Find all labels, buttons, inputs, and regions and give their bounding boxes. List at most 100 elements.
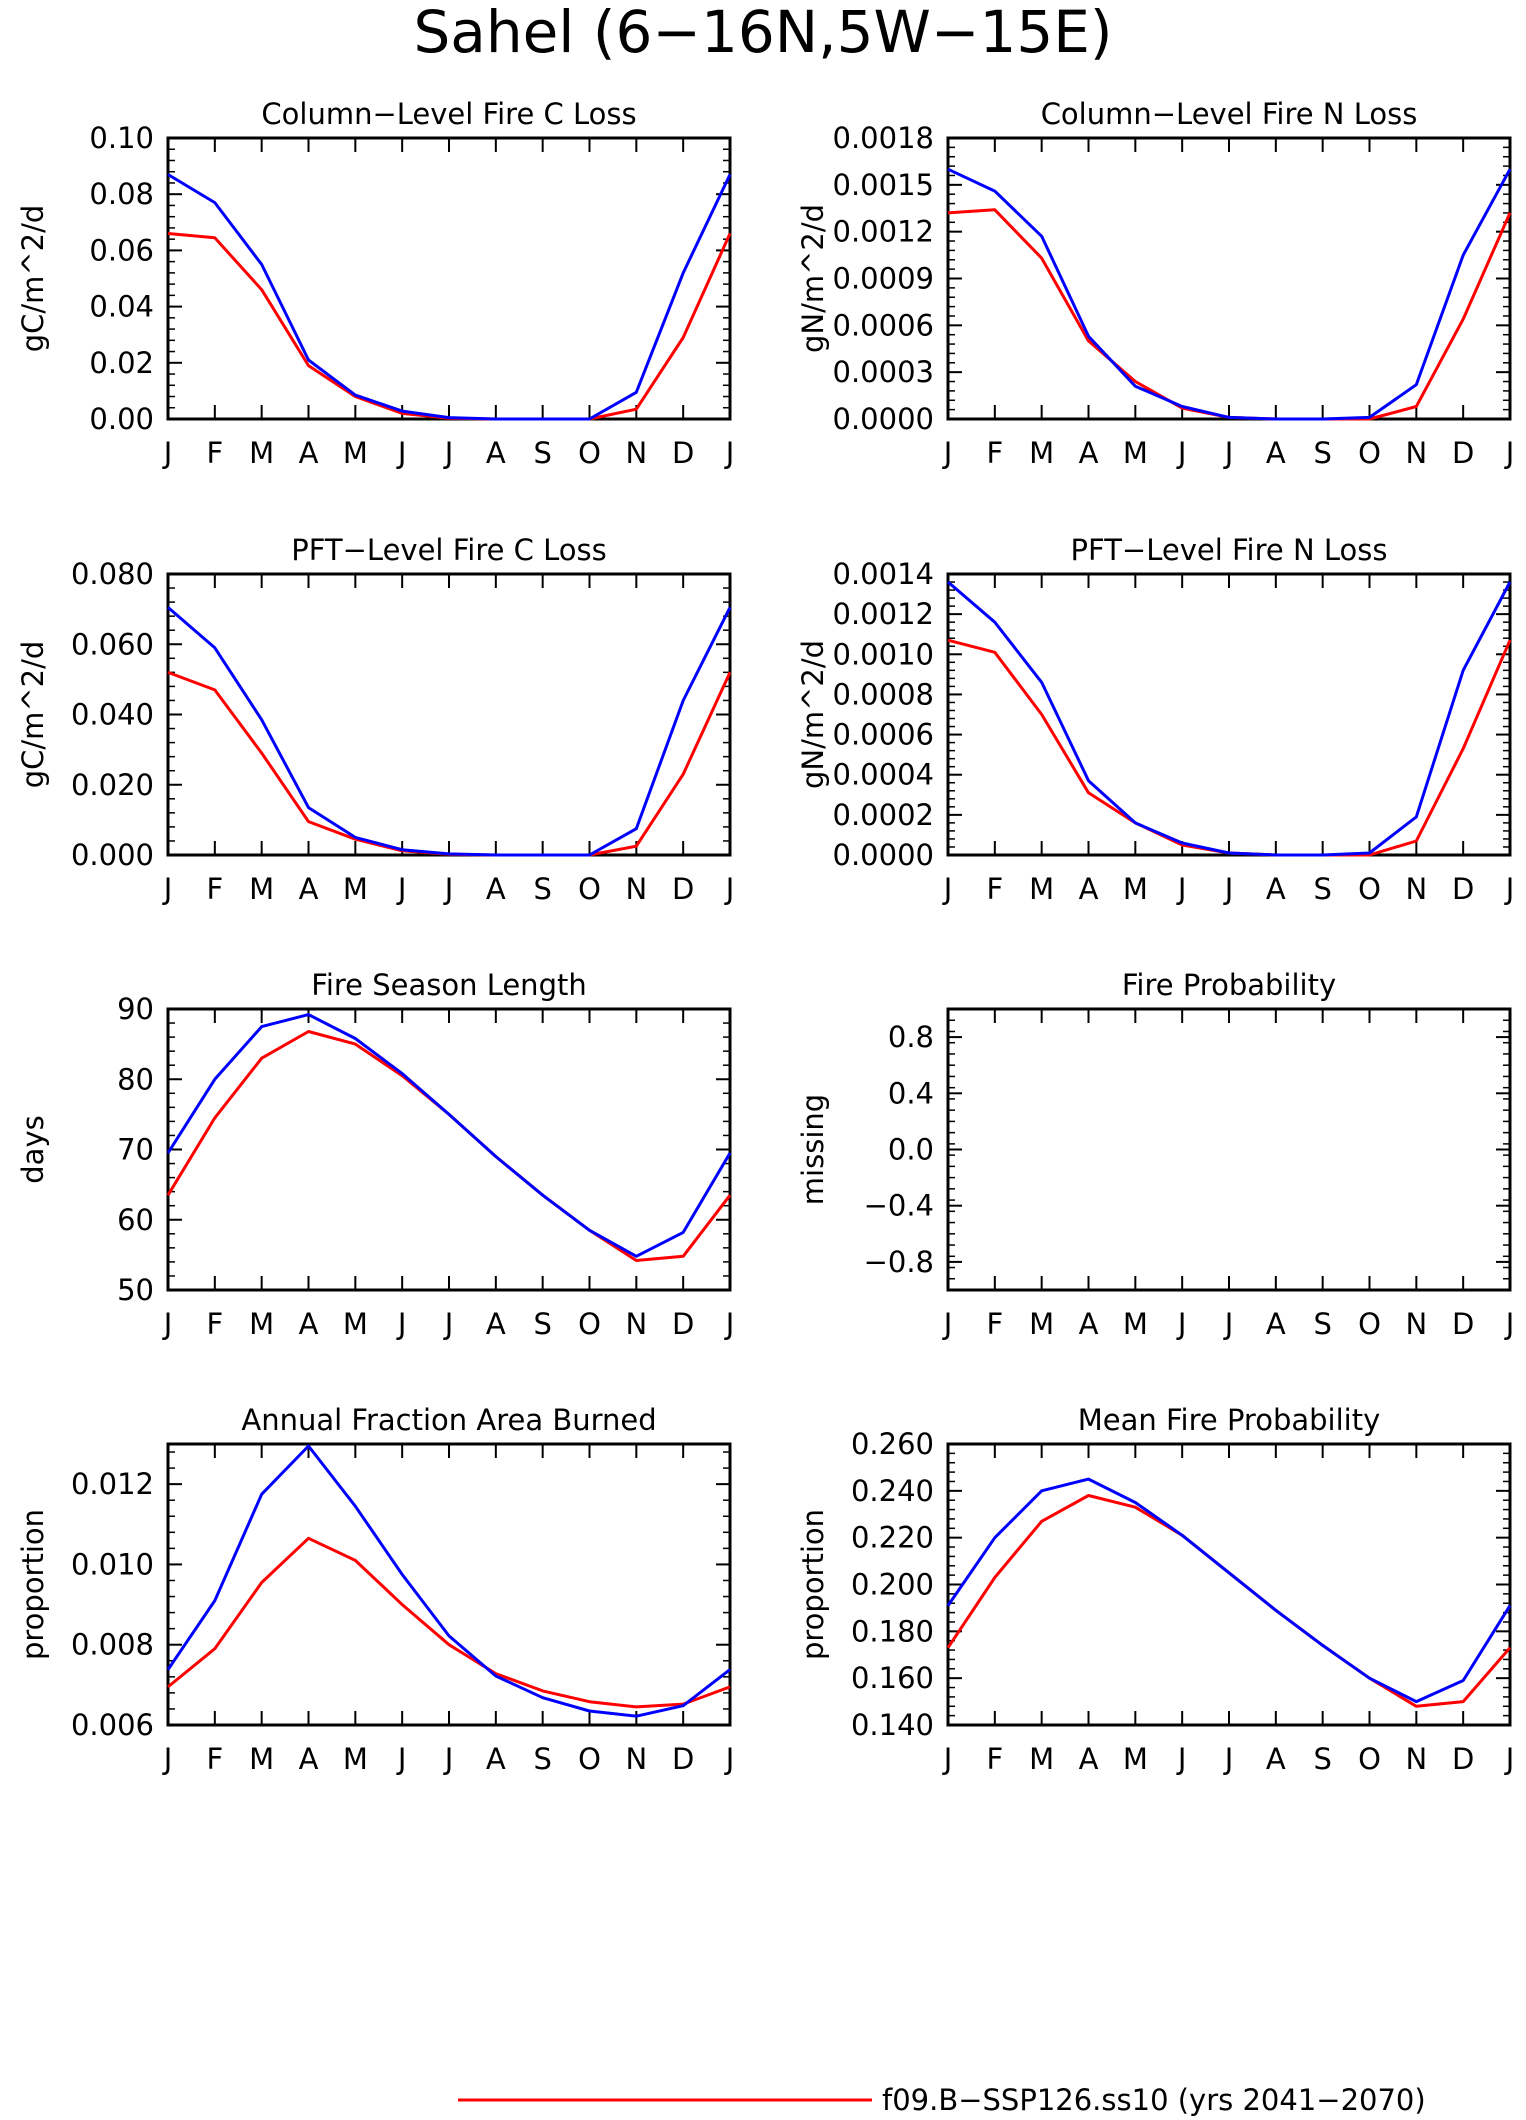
x-tick-label: J <box>1176 872 1187 906</box>
y-tick-label: 0.240 <box>851 1474 934 1508</box>
x-tick-label: A <box>1266 436 1286 470</box>
y-tick-label: 0.200 <box>851 1568 934 1602</box>
x-tick-label: J <box>1223 872 1234 906</box>
y-axis-label: proportion <box>16 1509 50 1660</box>
x-tick-label: M <box>1123 1742 1148 1776</box>
y-axis-label: missing <box>796 1094 830 1205</box>
x-tick-label: O <box>578 436 601 470</box>
x-tick-label: A <box>486 1742 506 1776</box>
x-tick-label: M <box>1029 1742 1054 1776</box>
y-tick-label: 0.04 <box>89 290 154 324</box>
plot-frame <box>946 1007 1512 1292</box>
x-tick-label: S <box>533 872 551 906</box>
x-tick-label: N <box>625 436 647 470</box>
x-tick-label: M <box>343 1307 368 1341</box>
x-tick-label: O <box>1358 436 1381 470</box>
x-tick-label: J <box>396 1742 407 1776</box>
x-tick-label: F <box>986 436 1003 470</box>
y-tick-label: 0.0012 <box>833 597 934 631</box>
y-axis-label: days <box>16 1115 50 1183</box>
x-tick-label: A <box>486 436 506 470</box>
x-tick-label: N <box>1405 1307 1427 1341</box>
y-tick-label: 0.10 <box>89 121 154 155</box>
series-line-1 <box>946 1494 1512 1708</box>
y-tick-label: 70 <box>117 1133 154 1167</box>
x-tick-label: A <box>1266 1307 1286 1341</box>
x-tick-label: S <box>1313 872 1331 906</box>
x-tick-label: J <box>443 1742 454 1776</box>
x-tick-label: S <box>533 1307 551 1341</box>
x-tick-label: D <box>1452 872 1474 906</box>
x-tick-label: S <box>1313 1742 1331 1776</box>
x-tick-label: D <box>1452 436 1474 470</box>
series-line-2 <box>166 1013 732 1258</box>
y-axis-label: gN/m^2/d <box>796 640 830 789</box>
y-tick-label: 0.0006 <box>833 718 934 752</box>
y-tick-label: 0.4 <box>888 1076 934 1110</box>
plot-frame <box>166 1442 732 1727</box>
y-tick-label: 0.0000 <box>833 402 934 436</box>
x-tick-label: F <box>986 872 1003 906</box>
y-tick-label: 0.0002 <box>833 798 934 832</box>
x-tick-label: J <box>1176 436 1187 470</box>
x-tick-label: O <box>578 872 601 906</box>
x-tick-label: S <box>1313 436 1331 470</box>
legend-label: f09.B−SSP126.ss10 (yrs 2041−2070) <box>882 2083 1426 2117</box>
y-tick-label: 0.0010 <box>833 637 934 671</box>
series-line-2 <box>167 173 732 421</box>
x-tick-label: O <box>1358 1742 1381 1776</box>
x-tick-label: O <box>578 1742 601 1776</box>
x-tick-label: J <box>942 436 953 470</box>
y-tick-label: 0.0006 <box>833 308 934 342</box>
x-tick-label: F <box>206 436 223 470</box>
legend: f09.B−SSP126.ss10 (yrs 2041−2070) <box>458 2083 1426 2117</box>
x-tick-label: J <box>1504 872 1515 906</box>
x-tick-label: S <box>533 1742 551 1776</box>
y-tick-label: 90 <box>117 992 154 1026</box>
y-tick-label: 50 <box>117 1273 154 1307</box>
x-tick-label: N <box>625 1307 647 1341</box>
y-tick-label: 0.000 <box>71 838 154 872</box>
x-tick-label: F <box>206 872 223 906</box>
x-tick-label: F <box>986 1742 1003 1776</box>
y-tick-label: 0.008 <box>71 1628 154 1662</box>
series-line-2 <box>167 606 732 857</box>
x-tick-label: J <box>724 1742 735 1776</box>
x-tick-label: A <box>299 1307 319 1341</box>
x-tick-label: N <box>1405 872 1427 906</box>
y-tick-label: 0.0003 <box>833 355 934 389</box>
x-tick-label: M <box>343 436 368 470</box>
x-tick-label: J <box>942 1742 953 1776</box>
y-tick-label: 0.006 <box>71 1708 154 1742</box>
x-tick-label: M <box>1123 872 1148 906</box>
x-tick-label: M <box>249 1307 274 1341</box>
x-tick-label: M <box>343 1742 368 1776</box>
y-tick-label: −0.4 <box>864 1189 934 1223</box>
x-tick-label: J <box>1504 1307 1515 1341</box>
x-tick-label: J <box>443 1307 454 1341</box>
series-line-1 <box>947 208 1512 421</box>
y-tick-label: −0.8 <box>864 1245 934 1279</box>
x-tick-label: O <box>1358 1307 1381 1341</box>
y-tick-label: 60 <box>117 1203 154 1237</box>
x-tick-label: J <box>724 1307 735 1341</box>
x-tick-label: J <box>396 436 407 470</box>
x-tick-label: N <box>1405 1742 1427 1776</box>
x-tick-label: F <box>206 1307 223 1341</box>
y-tick-label: 0.040 <box>71 698 154 732</box>
x-tick-label: M <box>1029 872 1054 906</box>
x-tick-label: M <box>1123 1307 1148 1341</box>
x-tick-label: A <box>1079 1742 1099 1776</box>
x-tick-label: J <box>942 872 953 906</box>
plot-frame <box>946 136 1512 421</box>
x-tick-label: A <box>486 1307 506 1341</box>
x-tick-label: A <box>1266 1742 1286 1776</box>
y-tick-label: 0.010 <box>71 1547 154 1581</box>
series-line-2 <box>947 167 1512 421</box>
